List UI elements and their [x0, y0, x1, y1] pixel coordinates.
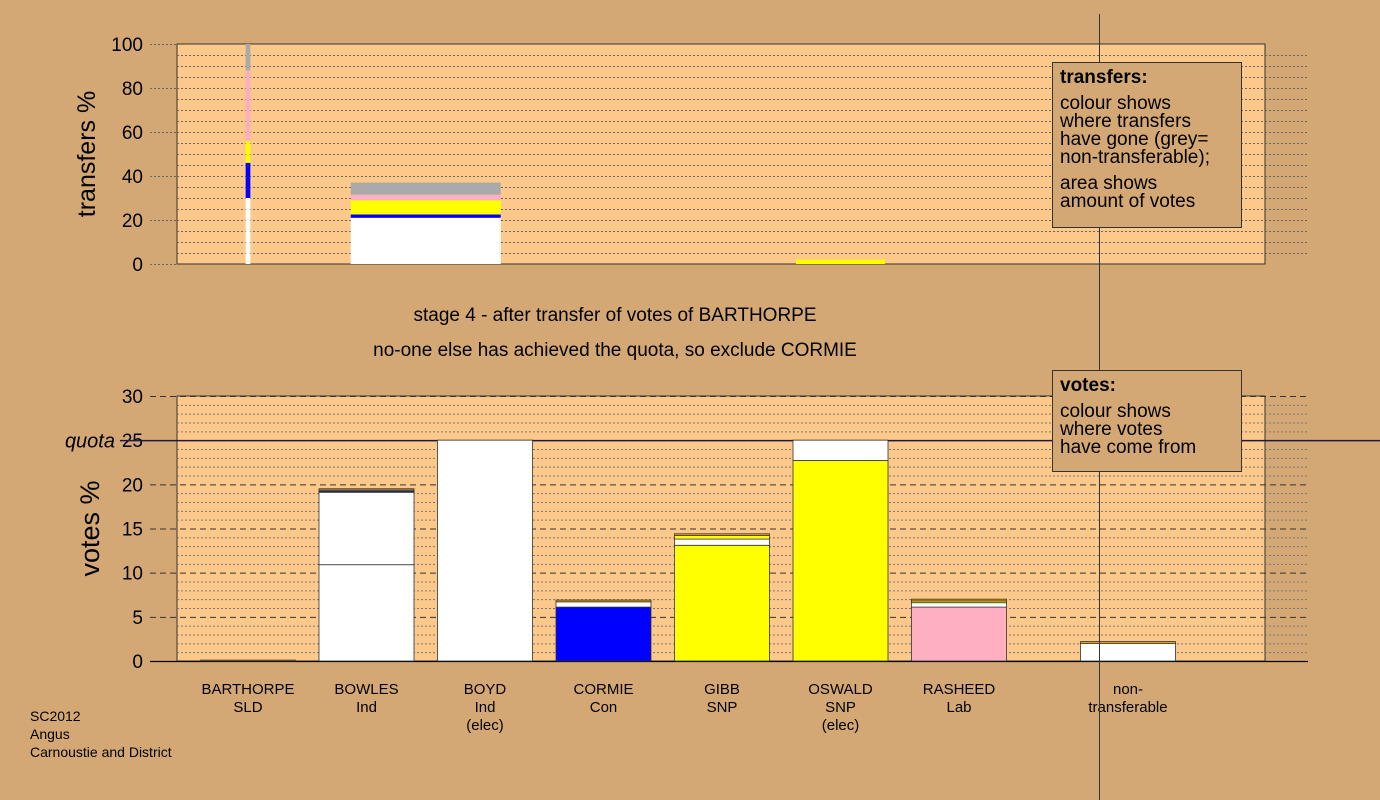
- transfers-bar-segment: [350, 182, 501, 195]
- stage-subtitle: no-one else has achieved the quota, so e…: [373, 340, 857, 361]
- transfers-legend-heading: transfers:: [1060, 67, 1148, 88]
- stage-title: stage 4 - after transfer of votes of BAR…: [413, 305, 817, 326]
- votes-legend-line: where votes: [1060, 419, 1163, 440]
- votes-bar-segment: [318, 488, 415, 491]
- candidate-name-label: GIBB: [704, 681, 740, 698]
- votes-bar-segment: [318, 564, 415, 662]
- transfers-tick-label: 80: [122, 79, 143, 100]
- votes-bar-segment: [1080, 641, 1176, 644]
- candidate-party-label: transferable: [1088, 699, 1167, 716]
- candidate-status-label: (elec): [822, 717, 860, 734]
- votes-bar-segment: [792, 460, 889, 662]
- votes-tick-label: 15: [122, 520, 143, 541]
- transfers-bar-segment: [350, 214, 501, 218]
- votes-bar-segment: [437, 439, 533, 662]
- votes-tick-label: 0: [132, 652, 143, 673]
- transfers-bar-segment: [350, 200, 501, 215]
- transfers-legend-box: transfers: colour shows where transfers …: [1052, 62, 1242, 228]
- footer-council: Angus: [30, 726, 70, 742]
- candidate-party-label: Con: [590, 699, 618, 716]
- votes-legend-line: have come from: [1060, 437, 1197, 458]
- votes-bar-segment: [555, 599, 652, 603]
- candidate-name-label: non-: [1113, 681, 1143, 698]
- votes-bar-segment: [792, 439, 889, 461]
- candidate-status-label: (elec): [466, 717, 504, 734]
- votes-tick-label: 20: [122, 475, 143, 496]
- votes-legend-box: votes: colour shows where votes have com…: [1052, 370, 1242, 472]
- votes-bar-segment: [911, 606, 1007, 662]
- footer: SC2012 Angus Carnoustie and District: [30, 707, 172, 761]
- candidate-name-label: BARTHORPE: [201, 681, 294, 698]
- transfers-axis-label: transfers %: [73, 91, 101, 217]
- transfers-bar-segment: [350, 217, 501, 264]
- transfers-legend-line: where transfers: [1060, 111, 1191, 132]
- candidate-name-label: CORMIE: [574, 681, 634, 698]
- votes-tick-label: 30: [122, 387, 143, 408]
- votes-bar-segment: [674, 535, 770, 540]
- votes-bar-segment: [911, 598, 1007, 602]
- transfers-bar-segment: [245, 198, 251, 264]
- candidate-party-label: Ind: [475, 699, 496, 716]
- votes-bar-segment: [911, 602, 1007, 608]
- transfers-bar-segment: [795, 259, 886, 264]
- transfers-bar-segment: [245, 44, 251, 71]
- transfers-legend-line: have gone (grey=: [1060, 129, 1209, 150]
- votes-bar-segment: [674, 544, 770, 662]
- transfers-tick-label: 40: [122, 167, 143, 188]
- transfers-bar-segment: [350, 194, 501, 201]
- votes-tick-label: 5: [132, 608, 143, 629]
- votes-tick-label: 25: [122, 431, 143, 452]
- votes-legend-heading: votes:: [1060, 375, 1116, 396]
- votes-axis-label: votes %: [75, 480, 105, 576]
- votes-bar-segment: [674, 533, 770, 536]
- transfers-legend-line: colour shows: [1060, 93, 1171, 114]
- candidate-name-label: BOWLES: [334, 681, 398, 698]
- candidate-party-label: SNP: [825, 699, 856, 716]
- transfers-legend-line: amount of votes: [1060, 191, 1196, 212]
- votes-bar-segment: [200, 659, 296, 662]
- votes-bar-segment: [674, 538, 770, 546]
- transfers-tick-label: 60: [122, 123, 143, 144]
- footer-ward: Carnoustie and District: [30, 744, 172, 760]
- candidate-party-label: SLD: [233, 699, 262, 716]
- transfers-bar-segment: [245, 70, 251, 141]
- candidate-name-label: RASHEED: [923, 681, 996, 698]
- transfers-bar-segment: [245, 140, 251, 163]
- transfers-tick-label: 20: [122, 211, 143, 232]
- candidate-party-label: Lab: [946, 699, 971, 716]
- votes-bar-segment: [555, 606, 652, 662]
- transfers-tick-label: 100: [111, 35, 143, 56]
- transfers-legend-line: non-transferable);: [1060, 147, 1210, 168]
- votes-bar-segment: [1080, 642, 1176, 662]
- transfers-tick-label: 0: [132, 255, 143, 276]
- candidate-party-label: SNP: [707, 699, 738, 716]
- votes-bar-segment: [318, 491, 415, 566]
- votes-tick-label: 10: [122, 564, 143, 585]
- candidate-name-label: BOYD: [464, 681, 507, 698]
- transfers-legend-line: area shows: [1060, 173, 1158, 194]
- quota-label: quota: [65, 431, 115, 453]
- votes-legend-line: colour shows: [1060, 401, 1171, 422]
- footer-code: SC2012: [30, 708, 81, 724]
- candidate-name-label: OSWALD: [808, 681, 873, 698]
- transfers-bar-segment: [245, 162, 251, 198]
- votes-bar-segment: [555, 601, 652, 608]
- candidate-party-label: Ind: [356, 699, 377, 716]
